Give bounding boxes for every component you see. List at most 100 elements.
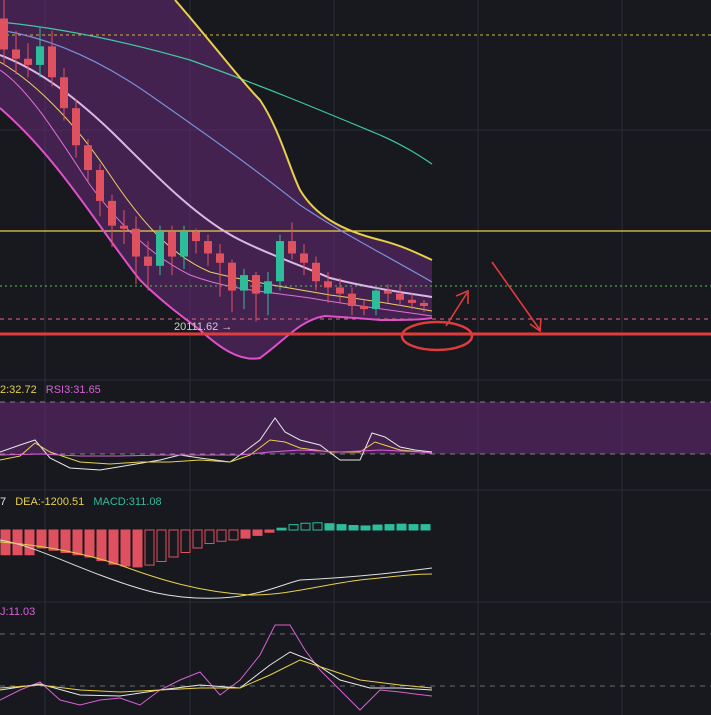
macd-bar	[420, 524, 431, 531]
macd-bar	[156, 529, 167, 562]
candle-body	[336, 287, 344, 294]
candle-body	[12, 49, 20, 59]
kdj-d-line	[0, 659, 433, 693]
macd-bar	[192, 529, 203, 549]
macd-bar	[48, 529, 59, 551]
macd-yellow-line	[0, 541, 433, 596]
candle-body	[276, 241, 284, 282]
macd-white-line	[0, 539, 433, 599]
rsi-overbought-zone	[0, 402, 711, 454]
candle-body	[144, 256, 152, 266]
lower-band-line	[0, 107, 433, 360]
ma-teal-line	[0, 21, 433, 165]
macd-bar	[24, 529, 35, 556]
candle-body	[192, 231, 200, 242]
macd-bar	[276, 527, 287, 531]
candle-body	[384, 290, 392, 294]
macd-bar	[12, 529, 23, 556]
upper-band-fill	[0, 0, 432, 359]
macd-readout: 7 DEA:-1200.51 MACD:311.08	[0, 496, 168, 508]
ma-pink-line	[0, 69, 433, 317]
macd-bar	[312, 522, 323, 531]
macd-bar	[240, 529, 251, 539]
macd-bar	[144, 529, 155, 566]
rsi-white-line	[0, 417, 433, 471]
candle-body	[372, 290, 380, 310]
down-arrow-head	[529, 317, 542, 333]
up-arrow-line	[445, 292, 468, 327]
candle-body	[168, 231, 176, 257]
candle-body	[312, 262, 320, 282]
candlestick-group	[0, 0, 428, 322]
rsi-value-readout: 2:32.72	[0, 384, 37, 396]
macd-dea-readout: DEA:-1200.51	[15, 496, 85, 508]
macd-bar	[72, 529, 83, 556]
candle-body	[60, 77, 68, 109]
macd-bar	[168, 529, 179, 558]
candle-body	[120, 225, 128, 229]
macd-histogram	[0, 522, 431, 568]
candle-body	[240, 275, 248, 291]
macd-bar	[120, 529, 131, 567]
candle-body	[0, 18, 8, 50]
price-label: 20111.62 →	[174, 321, 232, 333]
rsi-readout: 2:32.72 RSI3:31.65	[0, 384, 107, 396]
macd-bar	[60, 529, 71, 553]
macd-bar	[180, 529, 191, 553]
kdj-j-line	[0, 624, 433, 711]
macd-value-readout: MACD:311.08	[93, 496, 162, 508]
candle-body	[204, 241, 212, 254]
macd-bar	[384, 524, 395, 531]
macd-bar	[264, 529, 275, 533]
rsi3-readout: RSI3:31.65	[45, 384, 101, 396]
macd-bar	[132, 529, 143, 568]
macd-bar	[300, 522, 311, 531]
macd-bar	[204, 529, 215, 544]
highlight-ellipse	[400, 320, 474, 352]
candle-body	[396, 293, 404, 300]
macd-bar	[288, 524, 299, 531]
macd-bar	[36, 529, 47, 549]
candle-body	[132, 228, 140, 257]
macd-bar	[96, 529, 107, 562]
rsi-pink-line	[0, 449, 433, 457]
candle-body	[24, 58, 32, 65]
candle-body	[264, 281, 272, 294]
macd-bar	[108, 529, 119, 565]
macd-dif-readout: 7	[0, 496, 7, 508]
candle-body	[216, 253, 224, 263]
macd-bar	[348, 525, 359, 531]
macd-bar	[372, 524, 383, 531]
rsi-yellow-line	[0, 439, 433, 465]
candle-body	[408, 299, 416, 303]
macd-bar	[84, 529, 95, 558]
candle-body	[36, 46, 44, 65]
candle-body	[324, 281, 332, 288]
macd-bar	[336, 524, 347, 531]
macd-bar	[252, 529, 263, 536]
candle-body	[72, 108, 80, 146]
candle-body	[96, 170, 104, 201]
kdj-j-readout: J:11.03	[0, 606, 36, 618]
ma-blue-line	[0, 29, 433, 283]
candle-body	[348, 293, 356, 306]
candle-body	[252, 275, 260, 294]
kdj-readout: J:11.03	[0, 606, 41, 618]
macd-bar	[408, 524, 419, 531]
macd-bar	[396, 523, 407, 531]
candle-body	[288, 241, 296, 254]
candle-body	[420, 302, 428, 306]
macd-bar	[216, 529, 227, 542]
macd-bar	[324, 523, 335, 531]
candle-body	[48, 46, 56, 78]
candle-body	[360, 306, 368, 310]
ma-light-line	[0, 54, 433, 298]
up-arrow-head	[455, 289, 469, 304]
down-arrow-line	[491, 261, 541, 331]
candle-body	[108, 200, 116, 226]
upper-band-line	[174, 0, 433, 261]
candle-body	[300, 253, 308, 263]
candle-body	[156, 231, 164, 266]
candle-body	[228, 262, 236, 291]
